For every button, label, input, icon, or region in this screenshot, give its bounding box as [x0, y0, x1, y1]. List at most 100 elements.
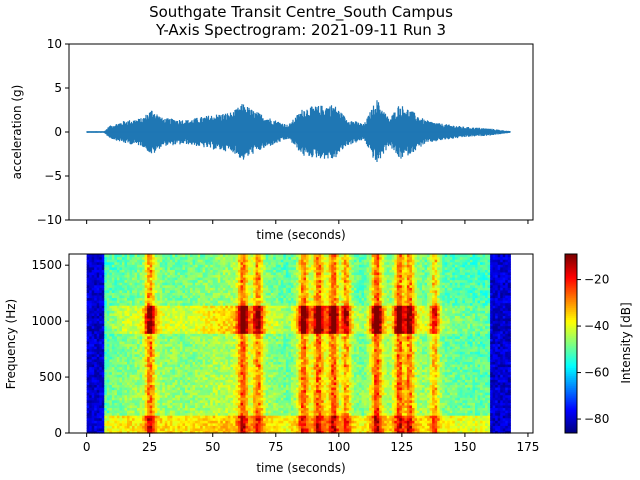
spectrogram-cell: [121, 292, 126, 296]
spectrogram-cell: [258, 356, 262, 360]
spectrogram-cell: [248, 292, 252, 296]
spectrogram-cell: [96, 264, 100, 268]
spectrogram-cell: [258, 277, 262, 281]
spectrogram-cell: [245, 335, 249, 339]
spectrogram-cell: [222, 274, 226, 278]
spectrogram-cell: [212, 420, 216, 424]
spectrogram-cell: [106, 333, 110, 337]
spectrogram-cell: [154, 427, 158, 432]
spectrogram-cell: [139, 392, 143, 396]
spectrogram-cell: [200, 297, 204, 301]
spectrogram-cell: [177, 254, 181, 258]
spectrogram-cell: [129, 384, 133, 388]
spectrogram-cell: [169, 294, 173, 299]
spectrogram-cell: [215, 279, 219, 283]
spectrogram-cell: [248, 389, 252, 393]
spectrogram-cell: [129, 351, 133, 355]
spectrogram-cell: [240, 312, 244, 316]
spectrogram-cell: [149, 386, 153, 391]
spectrogram-cell: [162, 300, 166, 304]
spectrogram-cell: [210, 386, 214, 391]
spectrogram-cell: [116, 379, 121, 383]
spectrogram-cell: [124, 369, 128, 373]
spectrogram-cell: [179, 356, 184, 360]
spectrogram-cell: [217, 409, 221, 414]
spectrogram-cell: [187, 338, 191, 342]
spectrogram-cell: [210, 343, 214, 347]
spectrogram-cell: [104, 328, 108, 332]
spectrogram-cell: [255, 287, 259, 291]
spectrogram-cell: [235, 307, 239, 311]
spectrogram-cell: [195, 325, 199, 329]
spectrogram-cell: [121, 271, 126, 276]
spectrogram-cell: [225, 266, 229, 270]
spectrogram-cell: [225, 384, 229, 388]
spectrogram-cell: [197, 394, 201, 398]
spectrogram-cell: [230, 430, 234, 434]
spectrogram-cell: [245, 284, 249, 288]
spectrogram-cell: [240, 328, 244, 332]
spectrogram-cell: [207, 343, 211, 347]
spectrogram-cell: [172, 386, 176, 391]
spectrogram-cell: [109, 369, 113, 373]
spectrogram-cell: [250, 289, 254, 293]
spectrogram-cell: [227, 305, 231, 309]
spectrogram-cell: [243, 256, 247, 260]
spectrogram-cell: [152, 427, 156, 432]
spectrogram-cell: [212, 277, 216, 281]
spectrogram-cell: [172, 389, 176, 393]
spectrogram-cell: [129, 323, 133, 327]
spectrogram-cell: [220, 256, 224, 260]
spectrogram-cell: [217, 269, 221, 273]
spectrogram-cell: [119, 389, 123, 393]
spectrogram-cell: [91, 333, 95, 337]
spectrogram-cell: [154, 358, 158, 362]
spectrogram-cell: [187, 256, 191, 260]
spectrogram-cell: [114, 259, 118, 263]
spectrogram-cell: [207, 353, 211, 357]
spectrogram-cell: [159, 289, 163, 293]
spectrogram-cell: [222, 353, 226, 357]
spectrogram-cell: [94, 302, 98, 306]
spectrogram-cell: [159, 330, 163, 334]
spectrogram-cell: [222, 369, 226, 373]
spectrogram-cell: [195, 335, 199, 339]
spectrogram-cell: [149, 282, 153, 286]
spectrogram-cell: [195, 407, 199, 411]
spectrogram-cell: [114, 427, 118, 432]
spectrogram-cell: [129, 366, 133, 370]
spectrogram-cell: [258, 376, 262, 380]
spectrogram-cell: [127, 371, 131, 375]
spectrogram-cell: [222, 415, 226, 419]
spectrogram-cell: [220, 310, 224, 314]
spectrogram-cell: [232, 356, 237, 360]
spectrogram-cell: [200, 374, 204, 378]
spectrogram-cell: [235, 266, 239, 270]
spectrogram-cell: [139, 335, 143, 339]
spectrogram-cell: [215, 333, 219, 337]
spectrogram-cell: [116, 302, 121, 306]
spectrogram-cell: [192, 259, 196, 263]
spectrogram-cell: [142, 323, 146, 327]
spectrogram-cell: [215, 399, 219, 403]
spectrogram-cell: [119, 335, 123, 339]
spectrogram-cell: [159, 379, 163, 383]
spectrogram-cell: [99, 376, 103, 380]
spectrogram-cell: [119, 328, 123, 332]
spectrogram-cell: [192, 386, 196, 391]
spectrogram-cell: [230, 297, 234, 301]
spectrogram-cell: [200, 259, 204, 263]
spectrogram-cell: [195, 353, 199, 357]
spectrogram-cell: [217, 282, 221, 286]
spectrogram-cell: [232, 404, 237, 409]
spectrogram-cell: [205, 386, 209, 391]
spectrogram-cell: [154, 328, 158, 332]
spectrogram-cell: [225, 386, 229, 391]
spectrogram-cell: [179, 315, 184, 319]
spectrogram-cell: [152, 310, 156, 314]
spectrogram-cell: [177, 346, 181, 350]
spectrogram-cell: [215, 307, 219, 311]
spectrogram-cell: [164, 269, 168, 273]
spectrogram-cell: [142, 279, 146, 283]
spectrogram-cell: [195, 254, 199, 258]
